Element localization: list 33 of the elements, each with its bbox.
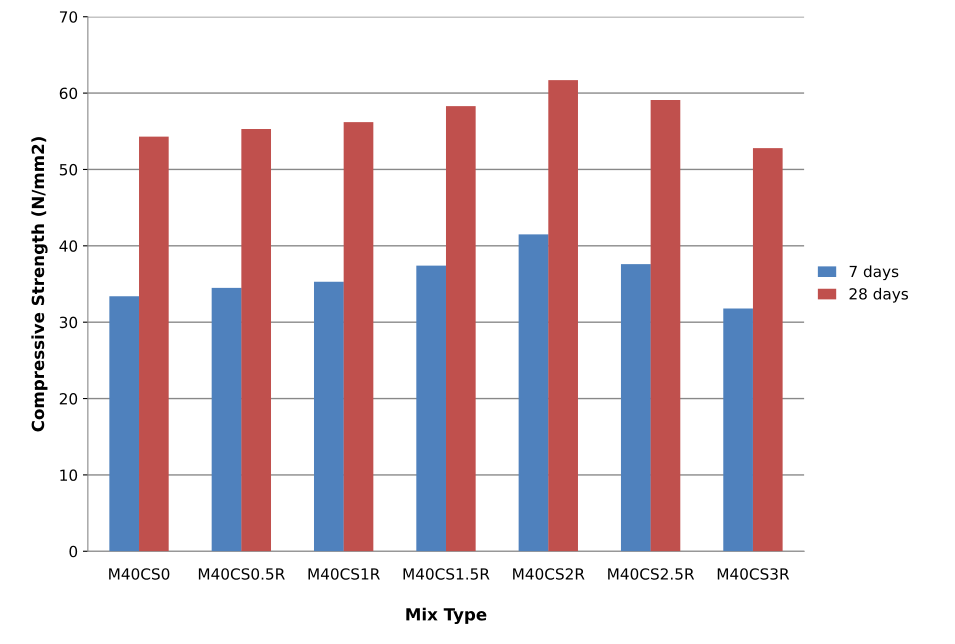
y-axis-title: Compressive Strength (N/mm2) — [31, 137, 48, 432]
x-tick-label: M40CS1.5R — [404, 568, 490, 580]
x-tick-label: M40CS2R — [513, 568, 585, 580]
x-tick-label: M40CS2.5R — [608, 568, 694, 580]
x-tick-label: M40CS1R — [308, 568, 380, 580]
bar — [548, 80, 578, 552]
y-tick-label: 30 — [60, 316, 78, 328]
bar — [518, 234, 548, 552]
bar — [446, 106, 476, 552]
y-tick-label: 60 — [60, 88, 78, 100]
legend-label: 7 days — [850, 265, 898, 280]
legend-label: 28 days — [850, 288, 908, 303]
y-tick-label: 0 — [69, 546, 78, 558]
x-tick-label: M40CS3R — [718, 568, 790, 580]
y-tick-label: 10 — [60, 469, 78, 481]
bar — [344, 122, 374, 552]
x-tick-label: M40CS0 — [109, 568, 170, 580]
bar — [620, 264, 651, 552]
y-tick-label: 40 — [59, 240, 78, 252]
y-tick-label: 20 — [60, 393, 78, 405]
bar — [109, 296, 140, 552]
y-tick-label: 70 — [60, 11, 78, 23]
bar — [723, 308, 753, 552]
bar — [314, 282, 344, 552]
bar — [139, 136, 169, 552]
x-axis-title: Mix Type — [406, 608, 486, 624]
bar — [241, 128, 272, 552]
bar — [650, 100, 680, 552]
y-tick-label: 50 — [60, 164, 78, 176]
x-tick-label: M40CS0.5R — [198, 568, 285, 580]
bar — [416, 266, 446, 552]
bar — [212, 288, 242, 552]
bar — [752, 148, 783, 552]
